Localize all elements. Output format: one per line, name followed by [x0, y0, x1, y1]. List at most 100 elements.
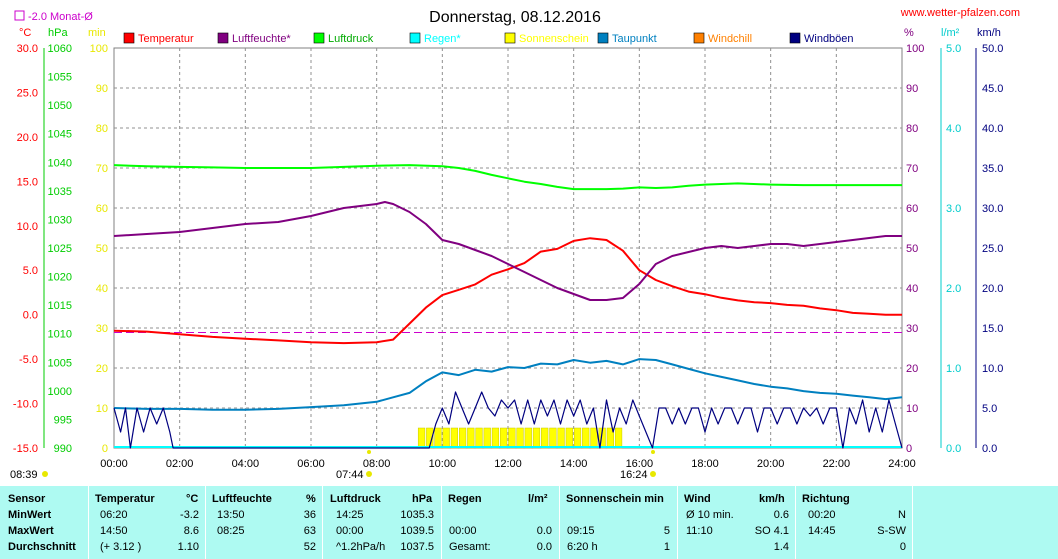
hpa-tick-label: 1005 — [48, 357, 72, 369]
series-line-windben — [113, 391, 903, 449]
pct-tick-label: 100 — [906, 43, 924, 55]
hpa-tick-label: 1050 — [48, 100, 72, 112]
table-cell-s-val: 5 — [663, 525, 670, 537]
sunshine-bar — [516, 427, 524, 449]
table-cell-r-val: 0.0 — [536, 541, 552, 553]
legend-label: Luftfeuchte* — [232, 33, 291, 45]
table-cell-label: MinWert — [8, 509, 52, 521]
table-cell-w-val: 1.4 — [773, 541, 789, 553]
x-tick-label: 24:00 — [888, 458, 916, 470]
hpa-tick-label: 1010 — [48, 329, 72, 341]
temp-tick-label: 25.0 — [17, 87, 38, 99]
sunset-icon — [650, 471, 656, 477]
wind-tick-label: 30.0 — [982, 203, 1003, 215]
table-cell-w-val: 0.6 — [773, 509, 789, 521]
rain-tick-label: 4.0 — [946, 123, 961, 135]
pct-tick-label: 30 — [906, 323, 918, 335]
hdr-wind: Wind — [684, 493, 711, 505]
site-url: www.wetter-pfalzen.com — [900, 7, 1020, 19]
sunshine-bar — [508, 427, 516, 449]
legend-label: Windchill — [708, 33, 752, 45]
x-tick-label: 12:00 — [494, 458, 522, 470]
hpa-tick-label: 1045 — [48, 129, 72, 141]
hpa-tick-label: 1000 — [48, 386, 72, 398]
table-cell-d-val: N — [898, 509, 906, 521]
wind-tick-label: 40.0 — [982, 123, 1003, 135]
sunshine-bar — [582, 427, 590, 449]
table-cell-t-time: 06:20 — [100, 509, 128, 521]
legend-swatch — [789, 32, 801, 44]
min-tick-label: 0 — [102, 443, 108, 455]
min-tick-label: 50 — [96, 243, 108, 255]
table-cell-w-time: 11:10 — [686, 525, 713, 537]
hpa-axis-unit: hPa — [48, 27, 68, 39]
temp-tick-label: 10.0 — [17, 221, 38, 233]
sunshine-bar — [442, 427, 450, 449]
hpa-tick-label: 995 — [54, 414, 72, 426]
rain-tick-label: 1.0 — [946, 363, 961, 375]
wind-tick-label: 35.0 — [982, 163, 1003, 175]
table-cell-label: Durchschnitt — [8, 541, 76, 553]
sunshine-bar — [483, 427, 491, 449]
legend-label: Taupunkt — [612, 33, 657, 45]
sunshine-bar — [549, 427, 557, 449]
temp-tick-label: -10.0 — [13, 399, 38, 411]
table-cell-lf-time: 08:25 — [217, 525, 245, 537]
pct-tick-label: 90 — [906, 83, 918, 95]
sunrise-icon — [366, 471, 372, 477]
table-cell-ld-val: 1035.3 — [400, 509, 434, 521]
min-axis-unit: min — [88, 27, 106, 39]
hpa-tick-label: 990 — [54, 443, 72, 455]
x-tick-label: 04:00 — [232, 458, 260, 470]
wind-tick-label: 50.0 — [982, 43, 1003, 55]
wind-tick-label: 45.0 — [982, 83, 1003, 95]
legend-label: Windböen — [804, 33, 854, 45]
x-tick-label: 14:00 — [560, 458, 588, 470]
x-tick-label: 18:00 — [691, 458, 719, 470]
hpa-tick-label: 1040 — [48, 157, 72, 169]
pct-tick-label: 0 — [906, 443, 912, 455]
min-tick-label: 70 — [96, 163, 108, 175]
x-tick-label: 06:00 — [297, 458, 325, 470]
table-cell-r-val: 0.0 — [536, 525, 552, 537]
wind-tick-label: 20.0 — [982, 283, 1003, 295]
table-cell-w-time: Ø 10 min. — [686, 509, 734, 521]
table-cell-d-val: S-SW — [877, 525, 906, 537]
hpa-tick-label: 1055 — [48, 72, 72, 84]
min-tick-label: 10 — [96, 403, 108, 415]
stats-table: Sensor Temperatur °C Luftfeuchte % Luftd… — [0, 486, 1058, 559]
rain-tick-label: 3.0 — [946, 203, 961, 215]
hdr-wind-unit: km/h — [759, 493, 785, 505]
sunshine-bar — [491, 427, 500, 449]
table-cell-r-time: 00:00 — [449, 525, 477, 537]
hdr-sensor: Sensor — [8, 493, 46, 505]
hpa-tick-label: 1015 — [48, 300, 72, 312]
hdr-ld-unit: hPa — [412, 493, 433, 505]
min-tick-label: 90 — [96, 83, 108, 95]
hdr-temperatur: Temperatur — [95, 493, 155, 505]
rain-tick-label: 5.0 — [946, 43, 961, 55]
hpa-tick-label: 1020 — [48, 272, 72, 284]
rain-tick-label: 2.0 — [946, 283, 961, 295]
series-line-temperatur — [113, 237, 902, 345]
table-cell-label: MaxWert — [8, 525, 54, 537]
rain-axis-unit: l/m² — [941, 27, 960, 39]
wind-tick-label: 0.0 — [982, 443, 997, 455]
x-tick-label: 08:00 — [363, 458, 391, 470]
pct-tick-label: 40 — [906, 283, 918, 295]
temp-tick-label: 20.0 — [17, 132, 38, 144]
wind-tick-label: 25.0 — [982, 243, 1003, 255]
table-cell-ld-val: 1037.5 — [400, 541, 434, 553]
sunshine-bar — [532, 427, 541, 449]
legend-label: Temperatur — [138, 33, 194, 45]
legend-swatch — [313, 32, 325, 44]
legend-swatch — [504, 32, 516, 44]
monthly-avg-label: -2.0 Monat-Ø — [28, 11, 93, 23]
legend-swatch — [409, 32, 421, 44]
hpa-tick-label: 1035 — [48, 186, 72, 198]
pct-tick-label: 70 — [906, 163, 918, 175]
table-cell-w-val: SO 4.1 — [754, 525, 789, 537]
wind-tick-label: 5.0 — [982, 403, 997, 415]
sunshine-bar — [475, 427, 483, 449]
series-line-taupunkt — [113, 358, 903, 411]
